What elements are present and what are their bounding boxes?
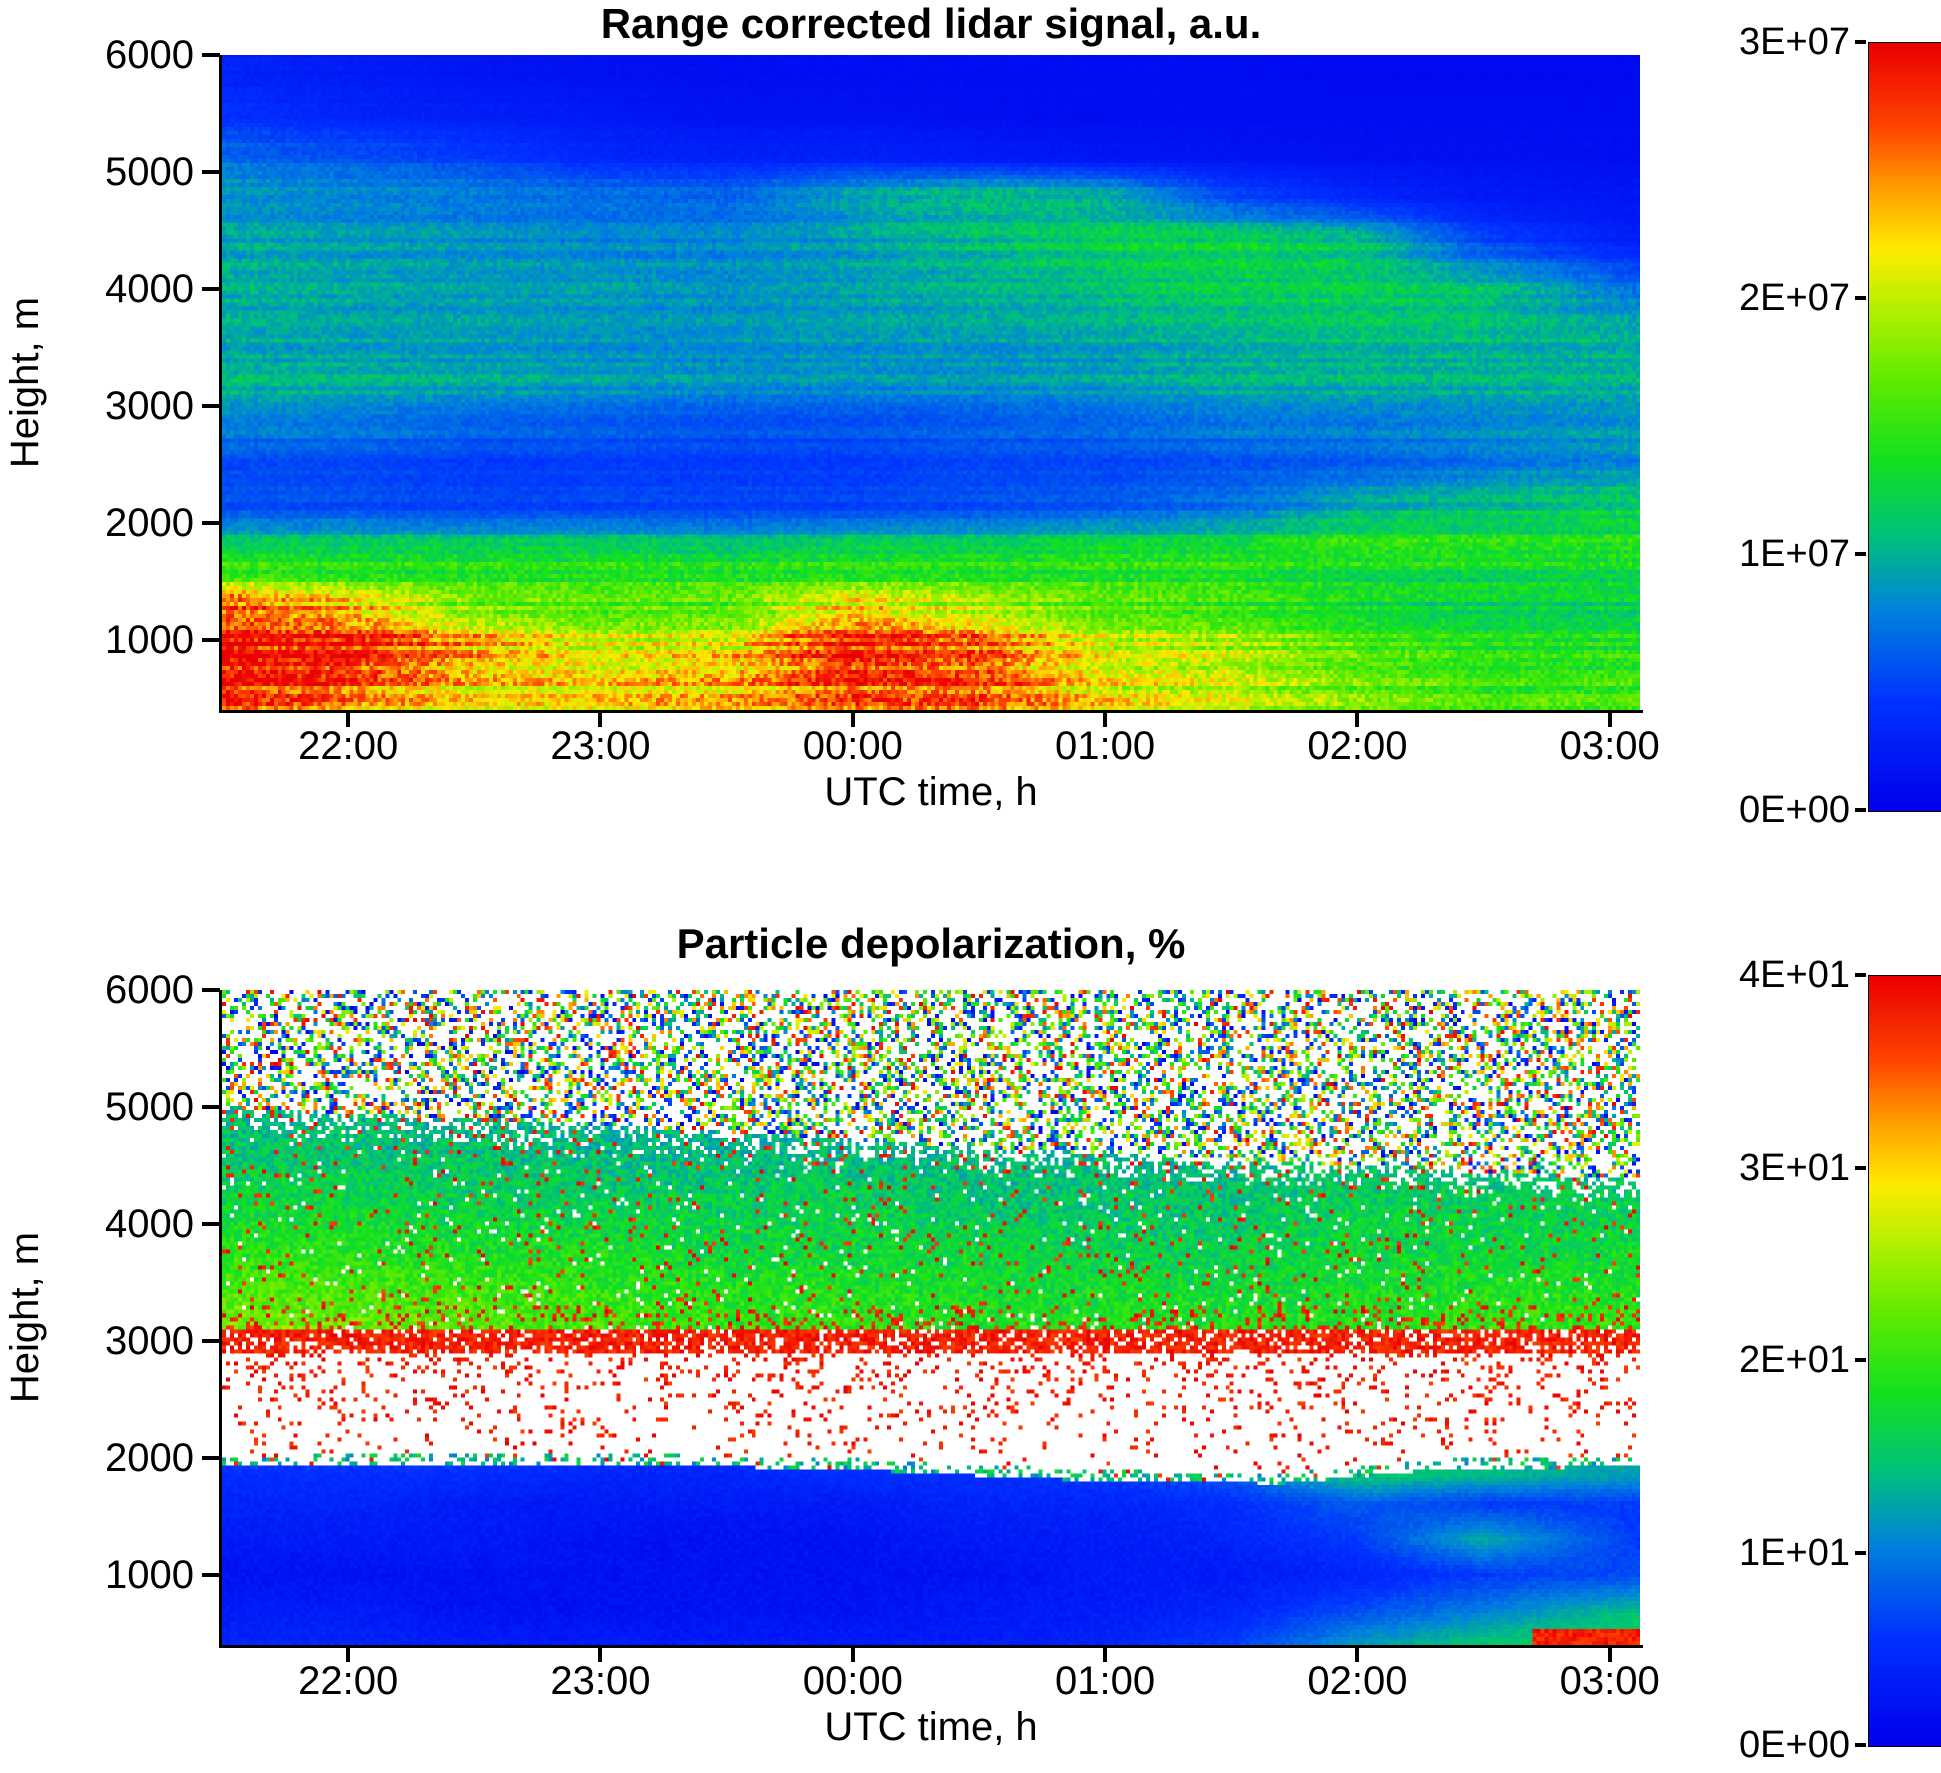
y-tick-mark [202, 1572, 220, 1577]
depol-x-axis-label: UTC time, h [824, 1705, 1038, 1749]
x-tick-mark [850, 713, 855, 727]
y-tick-label: 6000 [105, 33, 194, 77]
depol-chart-title: Particle depolarization, % [676, 920, 1186, 967]
colorbar-tick-mark [1855, 808, 1866, 812]
x-tick-label: 03:00 [1559, 1659, 1660, 1703]
depol-x-axis-line [219, 1645, 1643, 1648]
colorbar-tick-mark [1855, 1743, 1866, 1747]
colorbar-tick-mark [1855, 296, 1866, 300]
x-tick-mark [1103, 713, 1108, 727]
signal-heatmap [222, 55, 1640, 710]
x-tick-label: 02:00 [1307, 1659, 1408, 1703]
colorbar-tick-label: 4E+01 [1739, 954, 1850, 996]
colorbar-tick-label: 2E+01 [1739, 1339, 1850, 1381]
colorbar-tick-mark [1855, 40, 1866, 44]
depol-y-axis-line [219, 990, 222, 1648]
y-tick-mark [202, 1455, 220, 1460]
y-tick-mark [202, 520, 220, 525]
x-tick-label: 01:00 [1055, 724, 1156, 768]
y-tick-mark [202, 1338, 220, 1343]
colorbar-tick-label: 0E+00 [1739, 1724, 1850, 1766]
depol-colorbar [1868, 975, 1941, 1747]
x-tick-mark [346, 713, 351, 727]
signal-x-axis-line [219, 710, 1643, 713]
colorbar-tick-label: 3E+01 [1739, 1146, 1850, 1189]
colorbar-tick-label: 2E+07 [1739, 277, 1850, 319]
y-tick-label: 1000 [105, 617, 194, 662]
colorbar-tick-mark [1855, 552, 1866, 556]
signal-y-axis-line [219, 55, 222, 713]
y-tick-mark [202, 403, 220, 408]
x-tick-mark [598, 713, 603, 727]
y-tick-label: 2000 [105, 1435, 194, 1480]
colorbar-tick-mark [1855, 973, 1866, 977]
x-tick-mark [1607, 713, 1612, 727]
y-tick-mark [202, 1104, 220, 1109]
signal-x-axis-label: UTC time, h [824, 770, 1038, 814]
y-tick-label: 3000 [105, 383, 194, 428]
x-tick-mark [346, 1648, 351, 1662]
y-tick-mark [202, 1221, 220, 1226]
x-tick-label: 23:00 [550, 724, 651, 768]
x-tick-label: 00:00 [802, 1659, 903, 1703]
x-tick-mark [1607, 1648, 1612, 1662]
signal-colorbar [1868, 42, 1941, 812]
y-tick-label: 5000 [105, 149, 194, 194]
x-tick-label: 03:00 [1559, 724, 1660, 768]
x-tick-mark [1355, 1648, 1360, 1662]
y-tick-label: 3000 [105, 1318, 194, 1363]
colorbar-tick-label: 0E+00 [1739, 789, 1850, 831]
y-tick-label: 4000 [105, 266, 194, 311]
y-tick-mark [202, 637, 220, 642]
x-tick-mark [1103, 1648, 1108, 1662]
colorbar-tick-mark [1855, 1550, 1866, 1555]
x-tick-label: 01:00 [1055, 1659, 1156, 1703]
x-tick-label: 23:00 [550, 1659, 651, 1703]
y-tick-label: 2000 [105, 500, 194, 545]
y-tick-mark [202, 286, 220, 291]
x-tick-mark [598, 1648, 603, 1662]
signal-chart-title: Range corrected lidar signal, a.u. [600, 0, 1262, 47]
colorbar-tick-mark [1855, 1358, 1866, 1362]
y-tick-mark [202, 988, 220, 992]
x-tick-mark [1355, 713, 1360, 727]
x-tick-label: 02:00 [1307, 724, 1408, 768]
y-tick-mark [202, 53, 220, 57]
colorbar-tick-label: 1E+01 [1739, 1531, 1850, 1574]
y-tick-label: 4000 [105, 1201, 194, 1246]
x-tick-label: 22:00 [298, 1659, 399, 1703]
y-tick-label: 6000 [105, 968, 194, 1012]
colorbar-tick-mark [1855, 1165, 1866, 1170]
y-tick-label: 1000 [105, 1552, 194, 1597]
colorbar-tick-label: 3E+07 [1739, 21, 1850, 63]
y-tick-label: 5000 [105, 1084, 194, 1129]
x-tick-label: 22:00 [298, 724, 399, 768]
x-tick-label: 00:00 [802, 724, 903, 768]
colorbar-tick-label: 1E+07 [1739, 533, 1850, 575]
y-tick-mark [202, 169, 220, 174]
x-tick-mark [850, 1648, 855, 1662]
depol-heatmap [222, 990, 1640, 1645]
